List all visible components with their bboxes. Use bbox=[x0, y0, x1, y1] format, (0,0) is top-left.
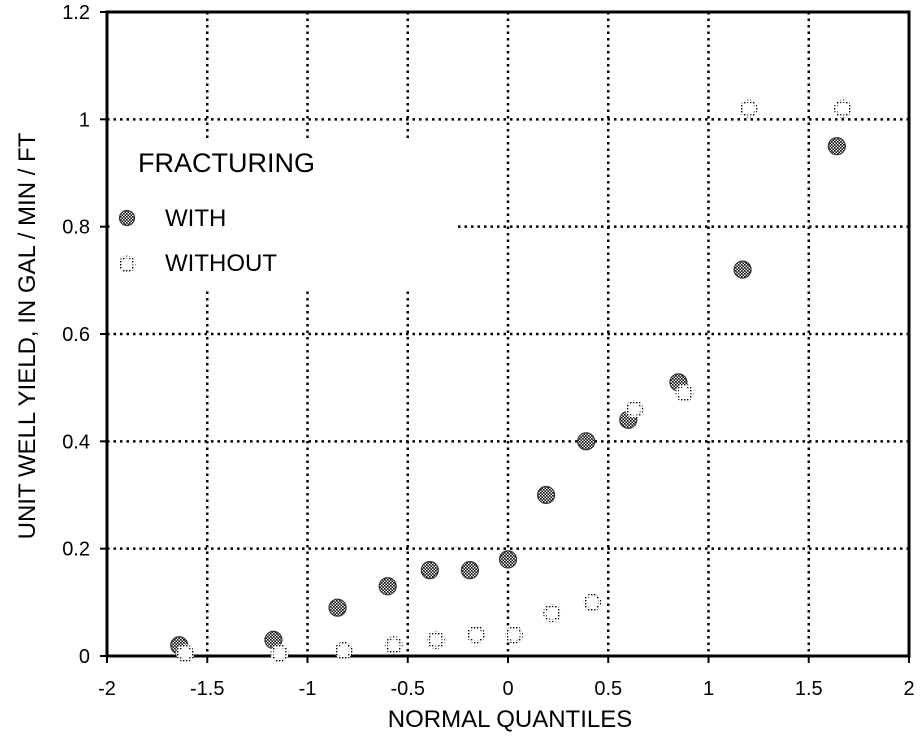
data-point-with bbox=[733, 260, 752, 279]
data-points bbox=[170, 99, 852, 663]
legend-box bbox=[111, 140, 456, 288]
data-point-without bbox=[543, 604, 562, 623]
data-point-without bbox=[505, 625, 523, 644]
data-point-without bbox=[739, 99, 758, 118]
x-tick-label: -2 bbox=[98, 678, 116, 700]
data-point-without bbox=[426, 630, 445, 649]
x-tick-label: -0.5 bbox=[391, 678, 425, 700]
data-point-without bbox=[334, 641, 353, 660]
legend-marker-with bbox=[118, 209, 136, 227]
x-tick-label: -1.5 bbox=[190, 678, 224, 700]
data-point-without bbox=[833, 99, 852, 118]
y-axis-label: UNIT WELL YIELD, IN GAL / MIN / FT bbox=[14, 132, 41, 539]
x-axis-label: NORMAL QUANTILES bbox=[388, 706, 633, 733]
legend-title: FRACTURING bbox=[138, 148, 315, 178]
x-tick-label: 1.5 bbox=[795, 678, 823, 700]
data-point-without bbox=[466, 625, 485, 644]
data-point-without bbox=[583, 593, 602, 612]
data-point-without bbox=[384, 636, 403, 655]
data-point-with bbox=[577, 432, 596, 451]
axis-ticks: -2 -1.5 -1 -0.5 0 0.5 1 1.5 2 0 0.2 0.4 0.6 0.8 1 1.2 bbox=[62, 2, 914, 700]
y-tick-label: 0.8 bbox=[62, 217, 90, 239]
x-tick-label: 0.5 bbox=[594, 678, 622, 700]
legend: FRACTURING WITH WITHOUT bbox=[118, 148, 315, 277]
legend-label-without: WITHOUT bbox=[165, 250, 277, 277]
data-point-with bbox=[378, 577, 397, 596]
legend-label-with: WITH bbox=[165, 205, 226, 232]
y-tick-label: 1.2 bbox=[62, 2, 90, 24]
y-tick-label: 0.6 bbox=[62, 324, 90, 346]
data-point-with bbox=[420, 561, 439, 580]
y-tick-label: 0.2 bbox=[62, 539, 90, 561]
y-tick-label: 1 bbox=[79, 109, 90, 131]
legend-marker-without bbox=[118, 255, 136, 273]
data-point-without bbox=[270, 644, 289, 663]
x-tick-label: 0 bbox=[502, 678, 513, 700]
data-point-with bbox=[460, 561, 480, 580]
data-point-with bbox=[536, 485, 556, 505]
x-tick-label: 1 bbox=[703, 678, 714, 700]
data-point-with bbox=[498, 550, 518, 569]
data-point-without bbox=[176, 644, 195, 663]
y-tick-label: 0 bbox=[79, 646, 90, 668]
data-point-with bbox=[328, 598, 347, 617]
data-point-with bbox=[827, 137, 846, 156]
data-point-without bbox=[675, 384, 694, 403]
y-tick-label: 0.4 bbox=[62, 431, 90, 453]
data-point-without bbox=[625, 400, 644, 419]
x-tick-label: -1 bbox=[299, 678, 317, 700]
legend-background bbox=[111, 140, 456, 288]
x-tick-label: 2 bbox=[903, 678, 914, 700]
